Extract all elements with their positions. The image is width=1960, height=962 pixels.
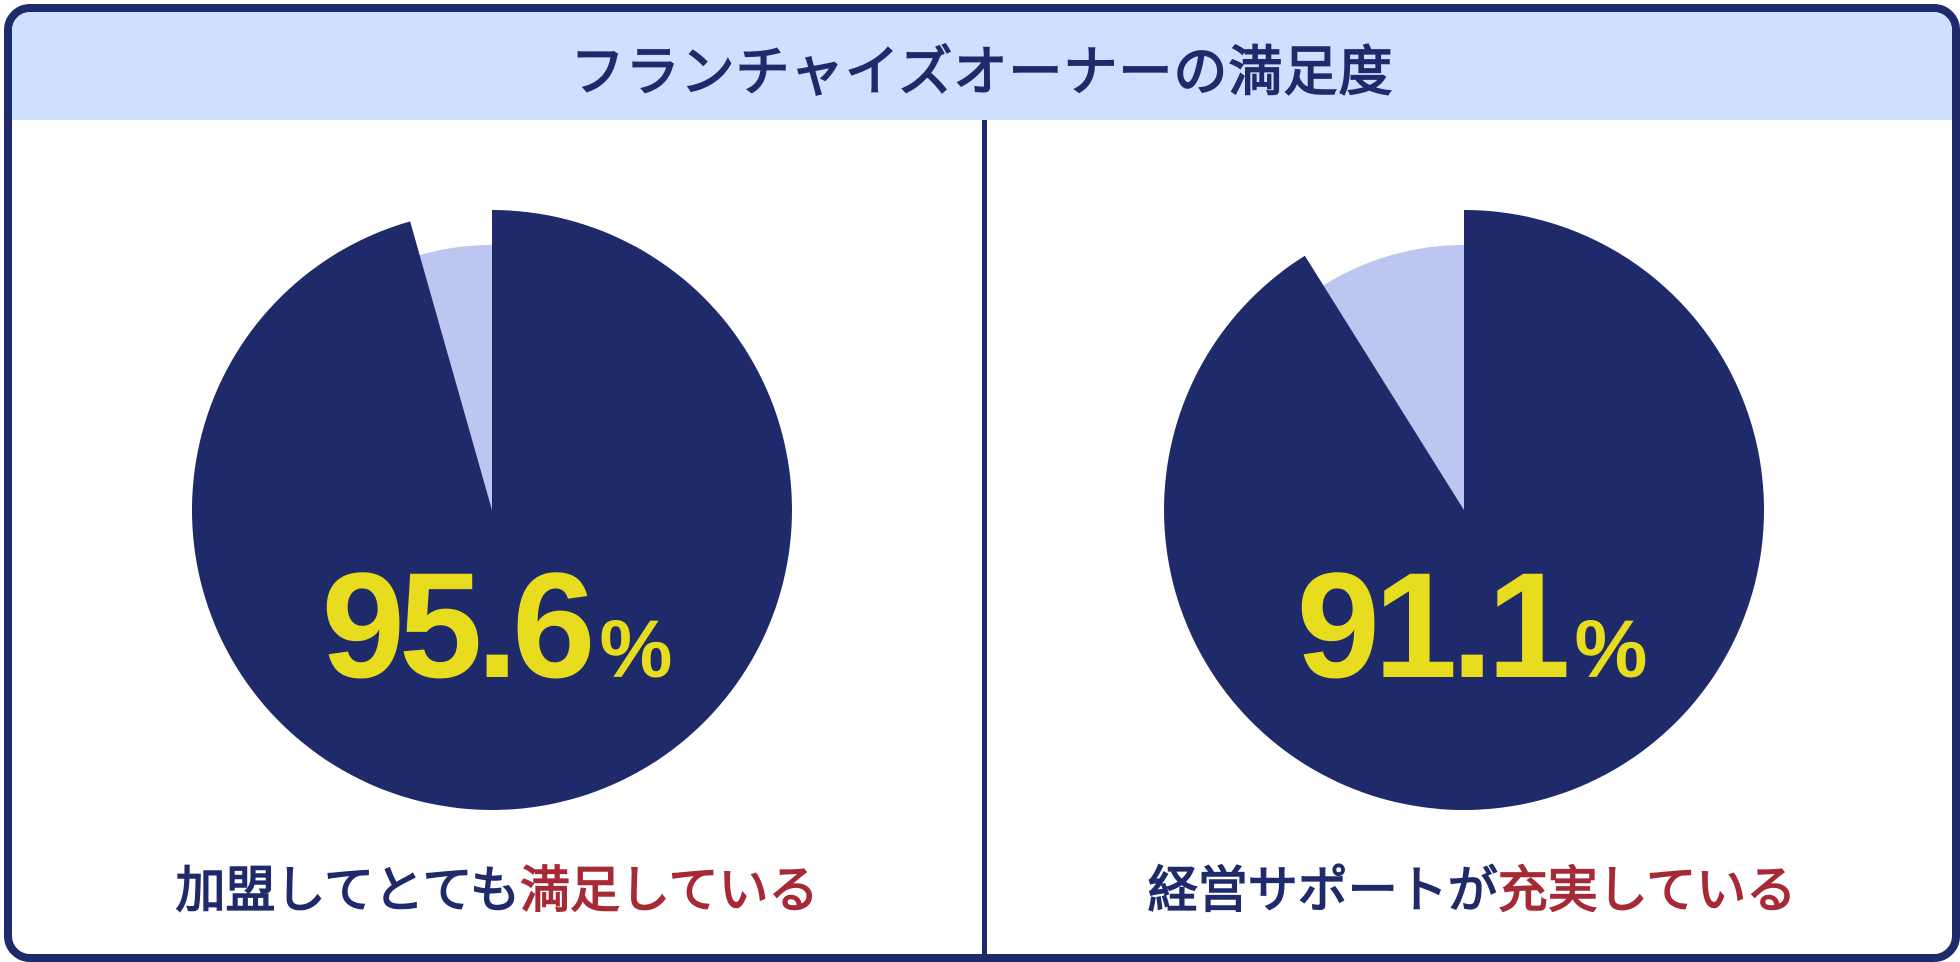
percentage-unit: % (599, 604, 673, 695)
caption-text: 加盟してとても (175, 861, 521, 919)
chart-caption: 加盟してとても満足している (12, 850, 982, 922)
pie-slice-remainder (1323, 245, 1464, 510)
pie-slice-remainder (419, 244, 492, 510)
caption-highlight: 充実している (1497, 861, 1797, 919)
percentage-value: 91.1 (1296, 541, 1571, 709)
percentage-unit: % (1574, 604, 1648, 695)
title-bar: フランチャイズオーナーの満足度 (12, 12, 1952, 120)
caption-highlight: 満足している (520, 861, 819, 919)
caption-text: 経営サポートが (1147, 861, 1498, 919)
chart-panel-2: 91.1% 経営サポートが充実している (987, 120, 1952, 954)
chart-caption: 経営サポートが充実している (987, 850, 1952, 922)
pie-chart-2 (1164, 210, 1765, 810)
panel-divider (982, 120, 987, 954)
pie-slice-main (1164, 210, 1765, 810)
chart-panel-1: 95.6% 加盟してとても満足している (12, 120, 982, 954)
percentage-label: 91.1% (987, 550, 1952, 700)
percentage-value: 95.6 (321, 541, 596, 709)
pie-slice-main (191, 210, 792, 810)
infographic-frame: フランチャイズオーナーの満足度 95.6% 加盟してとても満足している 91.1… (4, 4, 1960, 962)
percentage-label: 95.6% (12, 550, 982, 700)
pie-chart-1 (191, 210, 792, 810)
page-title: フランチャイズオーナーの満足度 (570, 39, 1394, 103)
